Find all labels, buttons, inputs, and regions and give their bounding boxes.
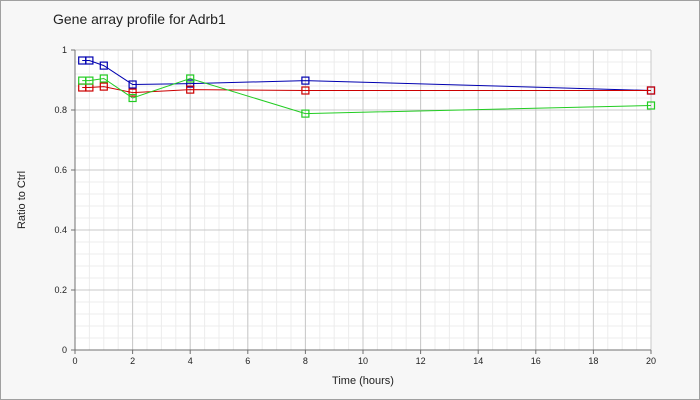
data-point-marker [646,86,656,95]
series-layer [78,56,656,118]
x-tick-label: 0 [72,356,77,366]
data-point-marker [85,76,94,85]
series-line [82,60,652,91]
data-point-marker [186,79,195,88]
y-tick-label: 0.6 [54,165,67,175]
x-tick-label: 14 [473,356,483,366]
data-point-marker [301,109,310,118]
x-tick-label: 20 [646,356,656,366]
x-tick-label: 2 [130,356,135,366]
x-tick-label: 8 [303,356,308,366]
y-tick-label: 0.4 [54,225,67,235]
data-point-marker [99,74,108,83]
data-point-marker [85,56,94,65]
series-line [82,86,651,94]
data-point-marker [128,88,137,97]
y-tick-label: 0.2 [54,285,67,295]
y-axis-title: Ratio to Ctrl [16,171,28,229]
y-tick-label: 1 [62,45,67,55]
data-point-marker [186,85,195,94]
data-point-marker [186,74,195,83]
data-point-marker [128,80,137,89]
x-tick-label: 6 [245,356,250,366]
data-point-marker [99,82,108,91]
x-tick-label: 16 [531,356,541,366]
data-point-marker [646,101,656,110]
x-axis-title: Time (hours) [332,375,394,387]
data-point-marker [301,76,310,85]
data-point-marker [128,93,137,103]
series-line [82,77,652,115]
data-point-marker [99,61,108,70]
axes: 0 2 4 6 8 10 12 14 16 18 20 0 0.2 0.4 0.6 0.8 1 [54,45,656,366]
data-point-marker [301,86,310,95]
series-2 [78,82,656,97]
x-tick-label: 18 [588,356,598,366]
chart-title: Gene array profile for Adrb1 [53,11,226,27]
series-3 [78,74,656,118]
y-tick-label: 0.8 [54,105,67,115]
y-tick-label: 0 [62,345,67,355]
x-tick-label: 10 [358,356,368,366]
x-tick-label: 4 [188,356,193,366]
x-tick-label: 12 [416,356,426,366]
